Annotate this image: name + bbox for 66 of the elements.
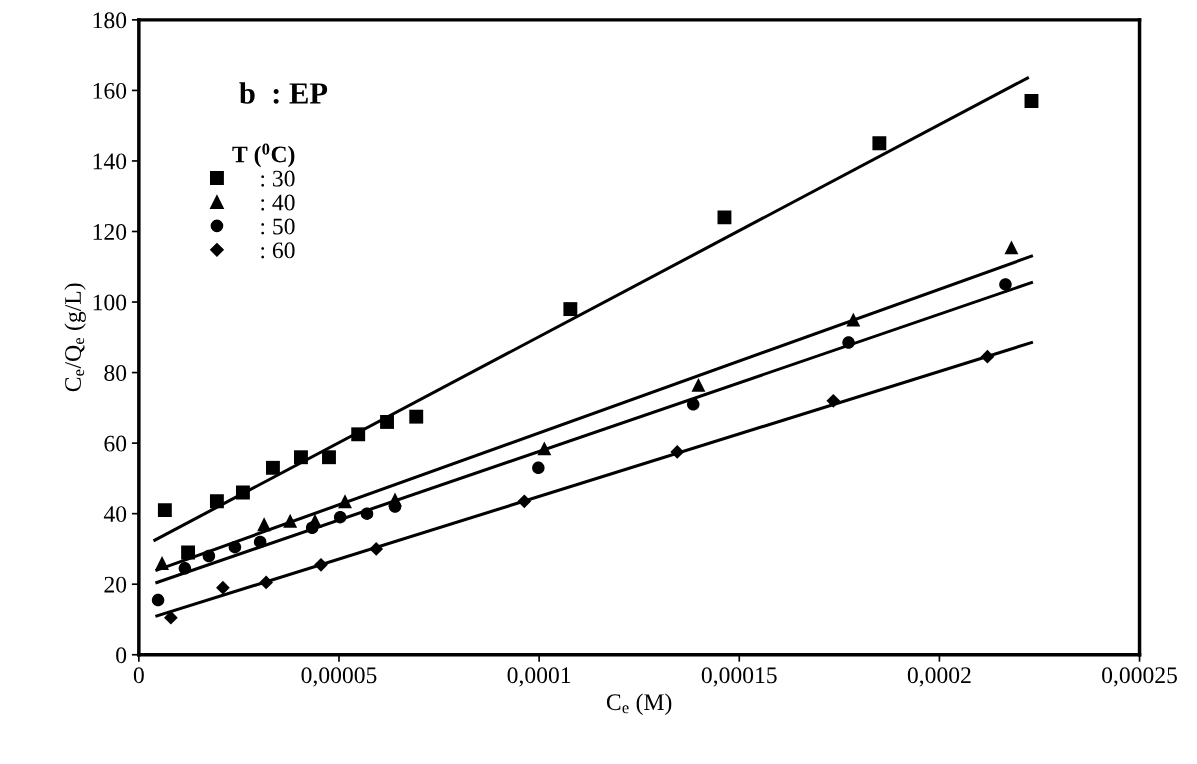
point [842, 336, 855, 349]
y-axis-title: C$_{e}$/Q$_{e}$ (g/L) [64, 283, 86, 392]
y-tick-label: 0 [116, 647, 127, 664]
legend-label: : 30 [261, 170, 295, 187]
y-tick-label: 140 [93, 153, 127, 170]
point [253, 535, 267, 549]
point [151, 593, 165, 607]
point [532, 461, 545, 475]
point [846, 312, 861, 327]
point [717, 210, 732, 225]
point [314, 557, 328, 572]
x-axis-title: C$_{e}$ (M) [606, 693, 672, 715]
point [999, 278, 1012, 291]
point [294, 450, 308, 465]
x-tick-label: 0,0002 [907, 667, 971, 687]
legend-label: : 60 [261, 242, 295, 259]
point [1024, 94, 1039, 108]
y-tick-label: 120 [93, 223, 127, 240]
y-tick-label: 160 [93, 82, 127, 99]
legend-label: : 40 [261, 194, 295, 211]
point [980, 349, 995, 364]
point [155, 556, 170, 570]
point [209, 494, 224, 509]
point [691, 377, 706, 392]
point [216, 580, 230, 595]
point [333, 510, 347, 524]
point [563, 302, 578, 317]
x-tick-label: 0,00015 [701, 667, 777, 687]
point [259, 575, 274, 590]
annotation: b : EP [239, 82, 328, 104]
point [235, 485, 250, 500]
y-tick-label: 40 [103, 506, 127, 523]
point [1004, 240, 1019, 255]
point [872, 136, 887, 151]
point [164, 610, 178, 625]
x-tick-label: 0,00025 [1102, 667, 1177, 687]
point [537, 441, 552, 456]
y-tick-label: 20 [104, 576, 127, 593]
point [517, 494, 532, 509]
point [283, 513, 298, 528]
point [266, 460, 280, 475]
y-tick-label: 80 [104, 365, 127, 381]
point [380, 415, 394, 429]
point [686, 398, 700, 411]
point [202, 549, 216, 563]
point [360, 507, 374, 520]
legend-title: T ($^{0}$C) [232, 143, 295, 168]
legend-label: : 50 [261, 218, 295, 235]
point [826, 393, 841, 408]
point [178, 562, 192, 575]
point [369, 542, 384, 556]
point [338, 494, 352, 509]
y-tick-label: 100 [93, 294, 127, 311]
point [670, 445, 685, 459]
point [351, 427, 366, 442]
point [409, 409, 424, 424]
point [322, 450, 336, 465]
point [228, 540, 242, 554]
point [181, 545, 196, 560]
point [157, 503, 172, 518]
point [257, 517, 272, 532]
x-tick-label: 0,0001 [507, 667, 571, 687]
y-tick-label: 60 [104, 435, 127, 452]
x-tick-label: 0,00005 [301, 667, 377, 687]
y-tick-label: 180 [93, 12, 127, 29]
x-tick-label: 0 [133, 667, 144, 684]
